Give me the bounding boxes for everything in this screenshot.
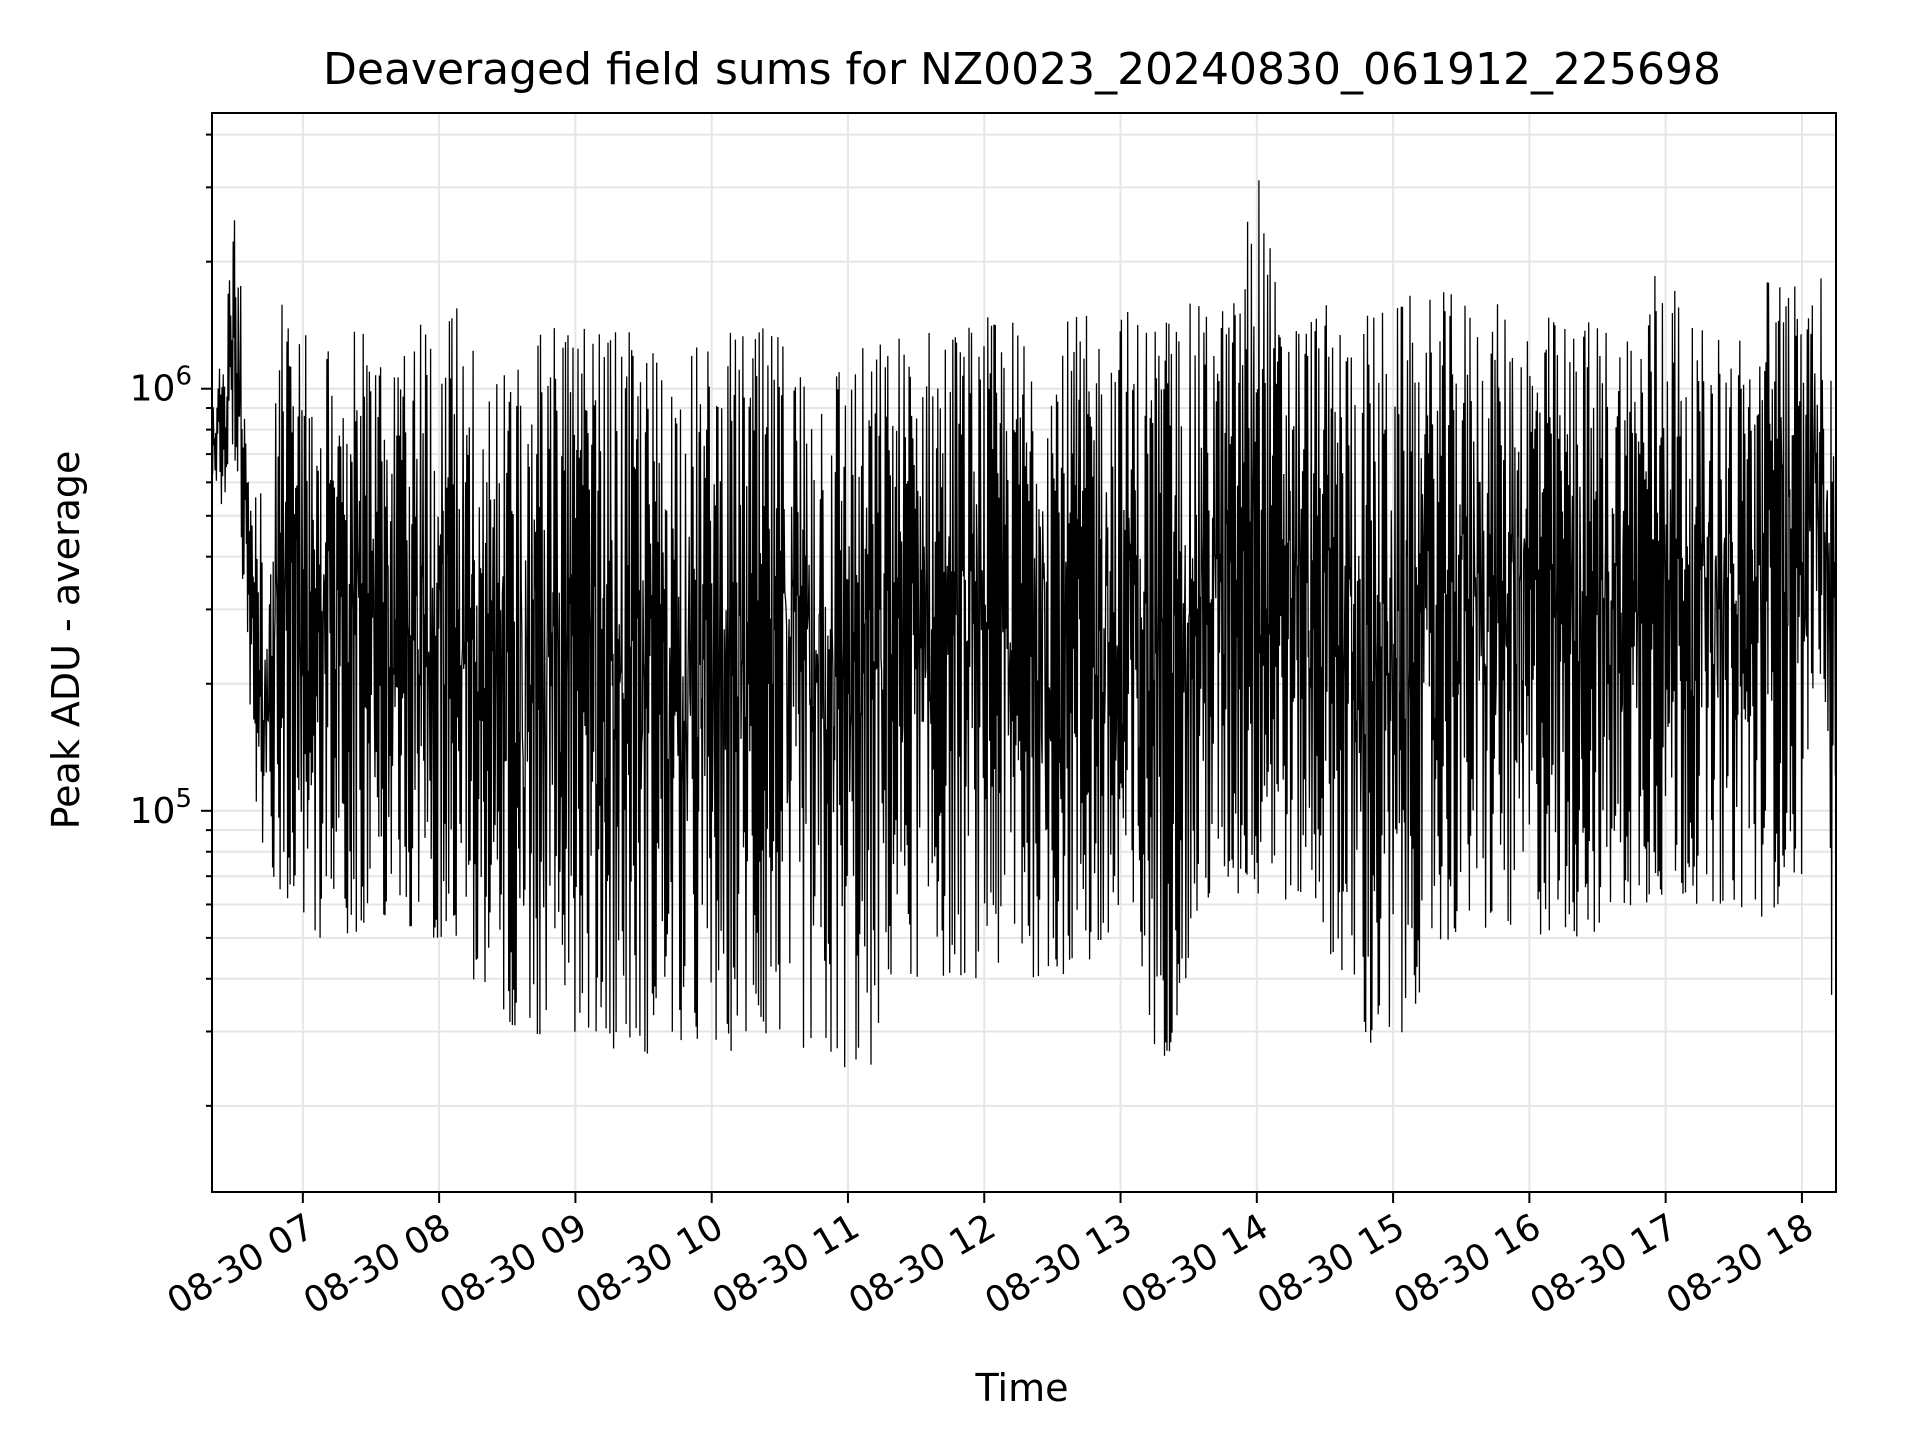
x-tick-label: 08-30 07 xyxy=(161,1206,322,1322)
x-tick-label: 08-30 17 xyxy=(1523,1206,1684,1322)
y-axis-label: Peak ADU - average xyxy=(44,451,88,830)
y-tick-label: 106 xyxy=(130,362,192,410)
x-tick-label: 08-30 10 xyxy=(570,1206,731,1322)
x-axis-label: Time xyxy=(975,1366,1069,1410)
series-line-group xyxy=(211,180,1837,1068)
plot-frame xyxy=(211,112,1837,1193)
x-tick-label: 08-30 16 xyxy=(1387,1206,1548,1322)
x-tick-label: 08-30 15 xyxy=(1251,1206,1412,1322)
x-tick-label: 08-30 13 xyxy=(978,1206,1139,1322)
x-tick-label: 08-30 09 xyxy=(433,1206,594,1322)
x-tick-label: 08-30 08 xyxy=(297,1206,458,1322)
series-line xyxy=(211,180,1837,1068)
x-tick-label: 08-30 18 xyxy=(1660,1206,1821,1322)
y-axis-ticks: 105 106 xyxy=(130,133,212,1107)
x-tick-label: 08-30 12 xyxy=(842,1206,1003,1322)
y-tick-label: 105 xyxy=(130,784,192,832)
chart-title: Deaveraged field sums for NZ0023_2024083… xyxy=(323,44,1721,95)
x-tick-label: 08-30 11 xyxy=(706,1206,867,1322)
x-tick-label: 08-30 14 xyxy=(1115,1206,1276,1322)
